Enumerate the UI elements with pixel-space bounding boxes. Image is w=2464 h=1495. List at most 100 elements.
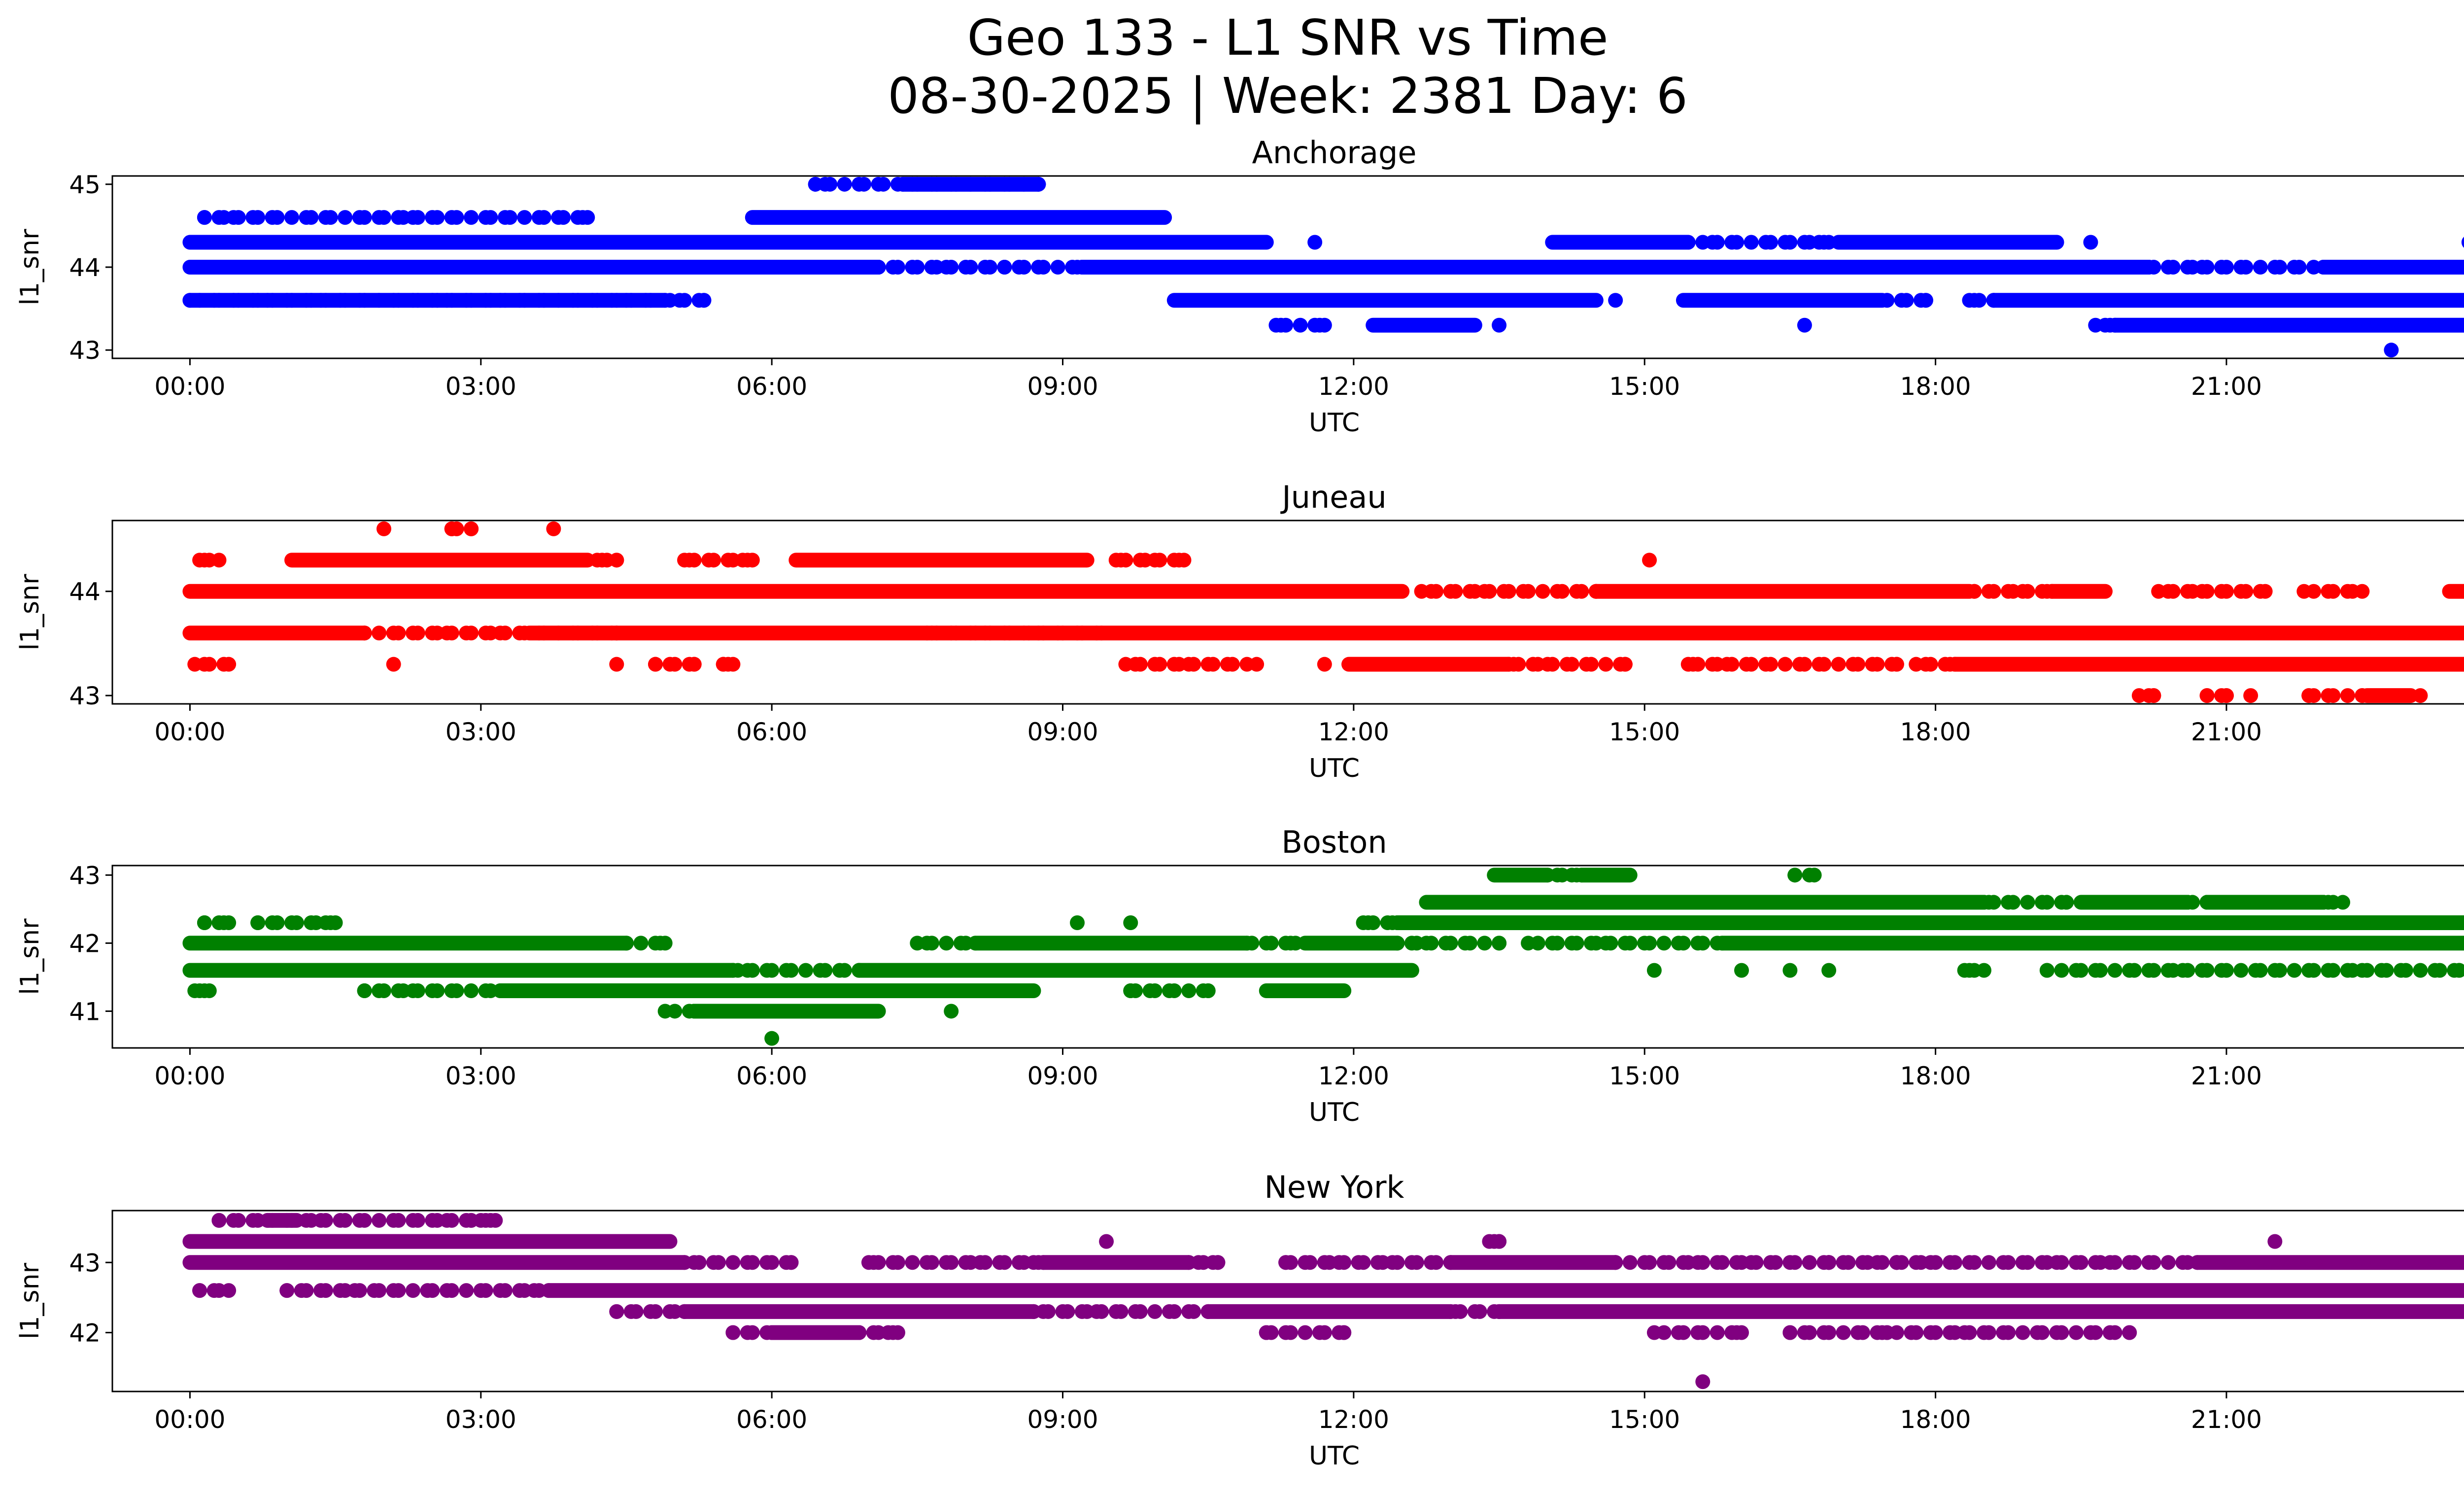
data-point: [609, 657, 624, 672]
data-point-run: [1390, 915, 2464, 930]
data-point-run: [764, 1325, 867, 1340]
subplot-title: Boston: [1281, 824, 1387, 860]
x-axis-label: UTC: [1309, 754, 1360, 783]
data-point: [686, 657, 702, 672]
subplot-title: Anchorage: [1252, 135, 1416, 171]
data-point: [386, 657, 401, 672]
data-point: [1729, 235, 1745, 250]
data-point: [677, 553, 692, 568]
data-point-run: [1298, 936, 1405, 951]
data-point: [1390, 915, 1405, 930]
data-point: [1763, 657, 1779, 672]
data-point: [284, 1213, 300, 1228]
data-point: [338, 210, 353, 225]
data-point: [2001, 1325, 2016, 1340]
data-point: [430, 983, 445, 999]
data-point: [1967, 1255, 1982, 1270]
data-point: [2258, 584, 2273, 599]
data-point: [1710, 1325, 1725, 1340]
scatter-series-43: [1487, 868, 1822, 883]
scatter-series-42: [182, 936, 2464, 951]
data-point: [1307, 235, 1323, 250]
data-point: [1317, 1325, 1332, 1340]
data-point: [963, 176, 978, 192]
data-point: [517, 210, 532, 225]
data-point: [2287, 963, 2302, 978]
data-point: [1787, 868, 1803, 883]
data-point: [464, 626, 479, 641]
y-tick-label: 43: [69, 682, 101, 710]
data-point: [2001, 1255, 2016, 1270]
x-tick-label: 21:00: [2191, 372, 2262, 401]
y-tick-label: 43: [69, 1249, 101, 1277]
data-point: [1680, 657, 1696, 672]
data-point: [551, 626, 566, 641]
data-point: [725, 963, 741, 978]
data-point-run: [1831, 235, 2064, 250]
y-tick-label: 43: [69, 861, 101, 890]
data-point: [1763, 235, 1779, 250]
data-point: [410, 210, 425, 225]
data-point: [2088, 317, 2103, 333]
data-point-run: [182, 1255, 692, 1270]
data-point: [1123, 915, 1138, 930]
data-point: [1264, 936, 1279, 951]
data-point: [1981, 1325, 1996, 1340]
data-point: [861, 1255, 876, 1270]
data-point: [1782, 235, 1798, 250]
data-point: [2199, 260, 2215, 275]
data-point: [1414, 584, 1429, 599]
data-point: [2360, 963, 2375, 978]
y-tick-label: 44: [69, 253, 101, 282]
data-point: [391, 293, 406, 308]
data-point: [1724, 657, 1740, 672]
data-point: [1293, 317, 1308, 333]
x-tick-label: 15:00: [1609, 718, 1680, 746]
scatter-series-42-6: [1419, 895, 2351, 910]
x-tick-label: 21:00: [2191, 718, 2262, 746]
data-point: [924, 936, 939, 951]
data-point: [686, 1004, 702, 1019]
data-point: [1928, 1255, 1943, 1270]
data-point: [197, 210, 212, 225]
data-point: [372, 626, 387, 641]
data-point-run: [1588, 584, 1977, 599]
data-point: [1186, 1304, 1201, 1319]
data-point: [890, 1325, 905, 1340]
data-point-run: [1200, 1304, 1458, 1319]
data-point: [2316, 895, 2331, 910]
data-point: [2054, 963, 2069, 978]
x-tick-label: 21:00: [2191, 1405, 2262, 1434]
data-point: [376, 210, 391, 225]
data-point: [289, 915, 304, 930]
data-point: [284, 210, 300, 225]
data-point: [1070, 915, 1085, 930]
data-point: [1909, 1325, 1924, 1340]
data-point: [1656, 936, 1672, 951]
y-tick-label: 41: [69, 997, 101, 1026]
x-tick-label: 03:00: [445, 1062, 516, 1090]
data-point: [1695, 1325, 1711, 1340]
data-point: [1617, 657, 1633, 672]
data-point: [944, 1004, 959, 1019]
data-point: [1574, 584, 1589, 599]
data-point: [1132, 1304, 1148, 1319]
data-point: [2020, 584, 2035, 599]
data-point: [372, 293, 387, 308]
data-point: [1055, 626, 1070, 641]
data-point: [192, 1283, 207, 1298]
data-point: [1695, 1374, 1711, 1390]
data-point: [570, 626, 585, 641]
data-point: [764, 1255, 780, 1270]
y-tick-label: 43: [69, 336, 101, 365]
data-point: [1424, 936, 1439, 951]
data-point: [1574, 868, 1589, 883]
figure-title-line-1: Geo 133 - L1 SNR vs Time: [967, 9, 1608, 67]
data-point: [1002, 176, 1017, 192]
data-point-run: [1487, 868, 1555, 883]
data-point-run: [686, 1004, 886, 1019]
data-point-run: [1036, 1255, 1197, 1270]
data-point: [444, 626, 459, 641]
